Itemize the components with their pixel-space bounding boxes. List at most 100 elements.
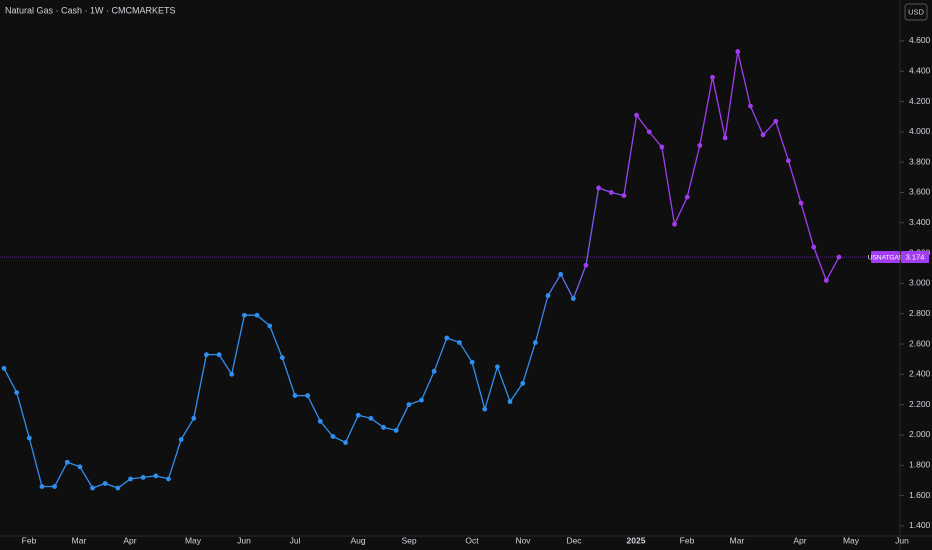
data-point <box>558 271 564 277</box>
x-tick-label: Dec <box>566 535 582 545</box>
y-tick-label: 1.800 <box>909 460 931 470</box>
data-point <box>343 440 348 445</box>
y-tick-label: 4.600 <box>909 35 931 45</box>
y-tick-label: 2.400 <box>909 369 931 379</box>
data-point <box>153 473 159 479</box>
data-point <box>659 144 665 150</box>
data-point <box>14 390 20 395</box>
data-point <box>482 406 488 412</box>
data-point <box>140 475 146 480</box>
x-tick-label: 2025 <box>627 535 646 545</box>
data-point <box>710 74 715 80</box>
y-tick-label: 3.800 <box>909 156 931 166</box>
data-point <box>102 481 108 486</box>
x-tick-label: Apr <box>123 535 136 545</box>
data-point <box>64 459 70 465</box>
y-tick-label: 3.400 <box>909 217 931 227</box>
data-point <box>166 476 171 482</box>
data-point <box>444 335 450 341</box>
data-point <box>836 254 842 260</box>
data-point <box>608 190 614 195</box>
y-tick-label: 2.000 <box>909 429 931 439</box>
data-point <box>823 277 829 283</box>
data-point <box>39 484 45 489</box>
y-tick-label: 4.400 <box>909 65 931 75</box>
data-point <box>773 118 779 124</box>
data-point <box>355 412 361 418</box>
data-point <box>1 365 7 371</box>
price-tag <box>901 251 929 264</box>
data-point <box>419 397 424 403</box>
data-point <box>330 434 336 439</box>
y-tick-label: 2.200 <box>909 399 931 409</box>
data-point <box>735 49 741 54</box>
data-point <box>507 399 513 405</box>
data-point <box>532 340 538 345</box>
data-point <box>229 371 235 377</box>
data-point <box>204 352 209 358</box>
data-point <box>672 221 677 227</box>
y-tick-label: 1.600 <box>909 490 931 500</box>
data-point <box>90 485 95 491</box>
data-point <box>634 112 639 118</box>
data-point <box>305 393 311 398</box>
data-point <box>697 143 703 148</box>
chart-title: Natural Gas · Cash · 1W · CMCMARKETS <box>5 5 176 15</box>
data-point <box>191 415 197 421</box>
x-tick-label: Feb <box>22 535 37 545</box>
data-point <box>583 262 589 268</box>
x-tick-label: May <box>843 535 860 545</box>
data-point <box>495 364 500 370</box>
x-tick-label: Feb <box>680 535 695 545</box>
data-point <box>469 359 475 365</box>
data-point <box>431 368 437 374</box>
data-point <box>26 435 32 441</box>
y-tick-label: 2.800 <box>909 308 931 318</box>
data-point <box>646 129 652 135</box>
data-point <box>785 158 791 164</box>
x-tick-label: Mar <box>730 535 745 545</box>
x-tick-label: Jul <box>290 535 301 545</box>
x-tick-label: Jun <box>895 535 909 545</box>
x-tick-label: Mar <box>72 535 87 545</box>
x-tick-label: Apr <box>793 535 806 545</box>
data-point <box>393 428 399 433</box>
data-point <box>368 415 374 421</box>
data-point <box>115 485 121 491</box>
data-point <box>798 200 804 206</box>
data-point <box>596 185 602 191</box>
data-point <box>748 103 753 109</box>
data-point <box>241 312 247 318</box>
data-point <box>570 296 576 301</box>
price-tag-value: 3.174 <box>906 253 925 262</box>
price-tag <box>871 251 900 264</box>
currency-box <box>904 3 928 21</box>
x-tick-label: Oct <box>465 535 479 545</box>
y-tick-label: 1.400 <box>909 520 931 530</box>
data-point <box>722 135 728 141</box>
data-point <box>760 132 766 138</box>
data-point <box>811 244 817 250</box>
data-point <box>77 464 83 470</box>
data-point <box>267 323 273 329</box>
data-point <box>178 437 184 442</box>
data-point <box>406 402 412 408</box>
y-tick-label: 3.000 <box>909 278 931 288</box>
y-tick-label: 3.600 <box>909 187 931 197</box>
x-tick-label: Jun <box>237 535 251 545</box>
y-tick-label: 4.000 <box>909 126 931 136</box>
x-tick-label: Aug <box>350 535 365 545</box>
x-tick-label: Sep <box>401 535 416 545</box>
data-point <box>52 484 58 489</box>
data-point <box>279 355 285 361</box>
data-point <box>128 476 133 482</box>
data-point <box>216 352 222 358</box>
data-point <box>520 381 526 386</box>
y-tick-label: 4.200 <box>909 96 931 106</box>
x-tick-label: Nov <box>515 535 531 545</box>
y-tick-label: 2.600 <box>909 338 931 348</box>
plot-area: 1.400 1.600 1.800 2.000 2.200 2.400 2.600 2.800… <box>0 35 931 545</box>
